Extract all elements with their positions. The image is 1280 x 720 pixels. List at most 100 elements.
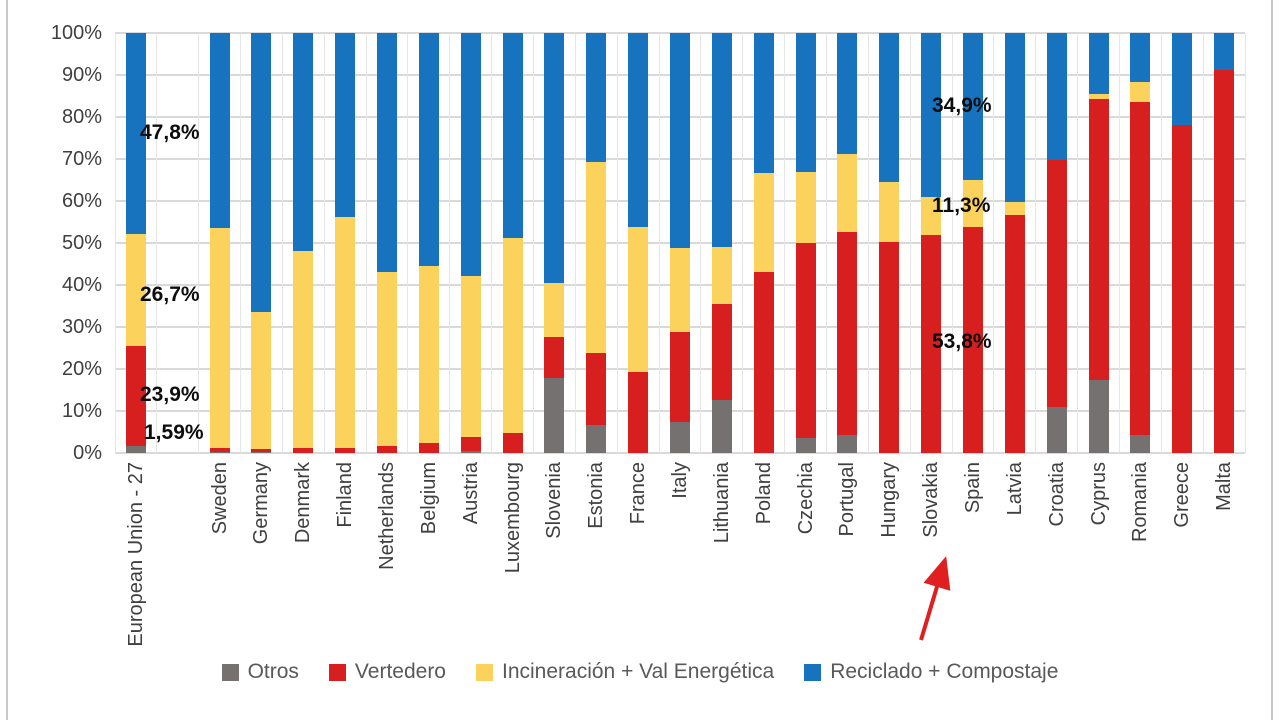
x-tick-label-text: Netherlands: [376, 462, 399, 570]
legend-swatch: [221, 663, 239, 681]
x-tick-label: France: [625, 462, 651, 529]
x-tick-label-text: Slovenia: [543, 462, 566, 539]
y-tick-label: 30%: [61, 316, 102, 338]
x-tick-label: Austria: [458, 462, 484, 529]
data-label: 23,9%: [140, 383, 200, 406]
bar-segment: [711, 303, 732, 401]
x-tick-label-text: Lithuania: [710, 462, 733, 544]
x-tick-label: European Union - 27: [123, 462, 149, 652]
bar-segment: [377, 33, 398, 272]
bar-portugal: [837, 33, 858, 453]
data-label: 1,59%: [144, 421, 204, 444]
y-tick-label: 20%: [61, 358, 102, 380]
bar-segment: [962, 33, 983, 180]
bar-segment: [586, 424, 607, 453]
x-tick-label-text: Luxembourg: [501, 462, 524, 574]
bar-france: [628, 33, 649, 453]
x-tick-label: Lithuania: [709, 462, 735, 548]
y-tick-label: 10%: [61, 400, 102, 422]
bar-luxembourg: [502, 33, 523, 453]
bar-segment: [1088, 379, 1109, 453]
bar-slovakia: [921, 33, 942, 453]
bar-segment: [1046, 406, 1067, 453]
bar-germany: [251, 33, 272, 453]
bar-segment: [293, 250, 314, 449]
gridline-vertical: [1118, 33, 1120, 453]
bar-finland: [335, 33, 356, 453]
bar-malta: [1214, 33, 1235, 453]
x-tick-label-text: Belgium: [417, 462, 440, 535]
x-tick-label-text: Romania: [1129, 462, 1152, 543]
bar-segment: [293, 448, 314, 453]
bar-segment: [586, 353, 607, 425]
bar-segment: [628, 33, 649, 227]
bar-lithuania: [711, 33, 732, 453]
bar-denmark: [293, 33, 314, 453]
gridline-vertical: [491, 33, 493, 453]
gridline-vertical: [533, 33, 535, 453]
bar-segment: [753, 271, 774, 453]
legend-item: Incineración + Val Energética: [476, 660, 774, 684]
bar-segment: [795, 33, 816, 172]
data-label: 26,7%: [140, 283, 200, 306]
data-label: 53,8%: [932, 330, 992, 353]
bar-spain: [962, 33, 983, 453]
bar-segment: [1130, 434, 1151, 453]
bar-segment: [1214, 33, 1235, 70]
bar-segment: [1130, 101, 1151, 435]
x-tick-label: Germany: [248, 462, 274, 549]
gridline-vertical: [742, 33, 744, 453]
legend-item: Otros: [221, 660, 299, 684]
legend-label: Reciclado + Compostaje: [830, 660, 1059, 683]
x-tick-label: Greece: [1169, 462, 1195, 533]
bar-segment: [544, 336, 565, 379]
x-tick-label: Poland: [751, 462, 777, 529]
bar-segment: [502, 33, 523, 239]
gridline-vertical: [323, 33, 325, 453]
x-tick-label-text: Greece: [1171, 462, 1194, 528]
bar-segment: [209, 33, 230, 229]
bar-cyprus: [1088, 33, 1109, 453]
gridline-vertical: [825, 33, 827, 453]
bar-segment: [1088, 98, 1109, 380]
gridline-vertical: [1077, 33, 1079, 453]
bar-segment: [670, 248, 690, 332]
bar-segment: [586, 33, 607, 162]
bar-segment: [837, 434, 858, 453]
bar-latvia: [1004, 33, 1025, 453]
plot-area: [114, 32, 1246, 454]
gridline-vertical: [114, 33, 116, 453]
left-border-line: [6, 0, 8, 720]
gridline-vertical: [700, 33, 702, 453]
y-tick-label: 40%: [61, 274, 102, 296]
bar-segment: [335, 448, 356, 453]
bar-segment: [670, 331, 690, 422]
x-tick-label-text: Slovakia: [920, 462, 943, 538]
x-tick-label-text: Finland: [334, 462, 357, 528]
bar-segment: [377, 271, 398, 447]
bar-netherlands: [377, 33, 398, 453]
bar-segment: [962, 179, 983, 228]
bar-segment: [1130, 33, 1151, 82]
gridline-vertical: [1244, 33, 1246, 453]
bar-segment: [670, 33, 690, 249]
bar-czechia: [795, 33, 816, 453]
bar-segment: [795, 438, 816, 453]
bar-segment: [670, 421, 690, 453]
x-tick-label-text: Poland: [752, 462, 775, 525]
y-tick-label: 0%: [73, 442, 102, 464]
right-border-line: [1271, 0, 1273, 720]
bar-segment: [125, 233, 146, 346]
legend-label: Incineración + Val Energética: [502, 660, 775, 683]
bar-segment: [460, 33, 481, 276]
x-tick-label: Latvia: [1002, 462, 1028, 520]
bar-segment: [502, 238, 523, 434]
bar-segment: [335, 33, 356, 218]
bar-segment: [209, 228, 230, 449]
bar-segment: [753, 33, 774, 174]
bar-segment: [1088, 93, 1109, 99]
bar-slovenia: [544, 33, 565, 453]
bar-poland: [753, 33, 774, 453]
x-tick-label: Sweden: [207, 462, 233, 539]
bar-segment: [1088, 33, 1109, 94]
